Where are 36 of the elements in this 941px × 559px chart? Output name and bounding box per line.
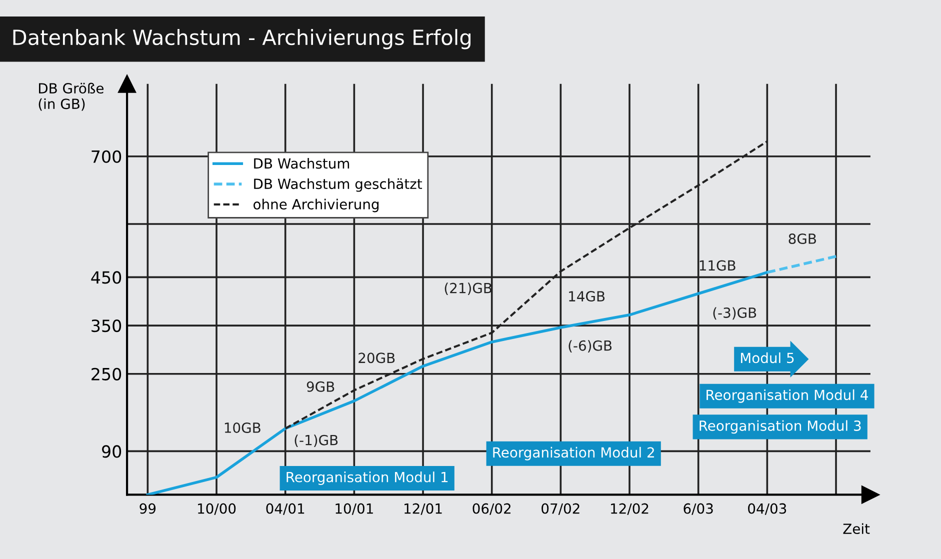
- annotation: 10GB: [224, 422, 260, 434]
- x-tick-label: 10/00: [198, 503, 236, 515]
- y-tick-label: 450: [91, 271, 122, 284]
- annotation: Modul 5: [741, 352, 794, 364]
- annotation: 11GB: [700, 260, 736, 271]
- x-tick-label: 6/03: [684, 503, 713, 515]
- annotation: 14GB: [569, 291, 605, 302]
- annotation: 9GB: [306, 381, 334, 392]
- x-tick-label: 07/02: [542, 503, 580, 515]
- annotation: Reorganisation Modul 1: [286, 472, 448, 485]
- annotation: (-6)GB: [568, 340, 612, 352]
- annotation: 20GB: [358, 352, 395, 364]
- annotation: Reorganisation Modul 3: [700, 420, 861, 434]
- annotation: (-3)GB: [713, 307, 756, 320]
- legend-label: DB Wachstum geschätzt: [254, 178, 422, 192]
- x-tick-label: 04/03: [748, 503, 786, 515]
- x-tick-label: 12/02: [611, 503, 648, 515]
- annotation: 8GB: [788, 234, 816, 244]
- legend-label: DB Wachstum: [254, 158, 350, 169]
- annotation: (21)GB: [444, 282, 492, 295]
- annotation: Reorganisation Modul 4: [706, 389, 868, 403]
- y-axis-title: DB Größe (in GB): [38, 82, 104, 111]
- y-tick-label: 700: [92, 150, 122, 163]
- x-tick-label: 99: [140, 503, 156, 514]
- y-tick-label: 90: [102, 445, 122, 458]
- x-tick-label: 10/01: [336, 503, 373, 515]
- x-tick-label: 04/01: [266, 503, 304, 515]
- x-tick-label: 12/01: [404, 503, 442, 515]
- annotation: Reorganisation Modul 2: [493, 446, 654, 460]
- x-axis-title: Zeit: [843, 523, 870, 534]
- y-tick-label: 250: [92, 368, 122, 380]
- legend-label: ohne Archivierung: [254, 198, 379, 212]
- y-tick-label: 350: [92, 320, 122, 332]
- annotation: (-1)GB: [294, 434, 338, 447]
- x-tick-label: 06/02: [472, 503, 510, 515]
- chart-title: Datenbank Wachstum - Archivierungs Erfolg: [13, 29, 470, 50]
